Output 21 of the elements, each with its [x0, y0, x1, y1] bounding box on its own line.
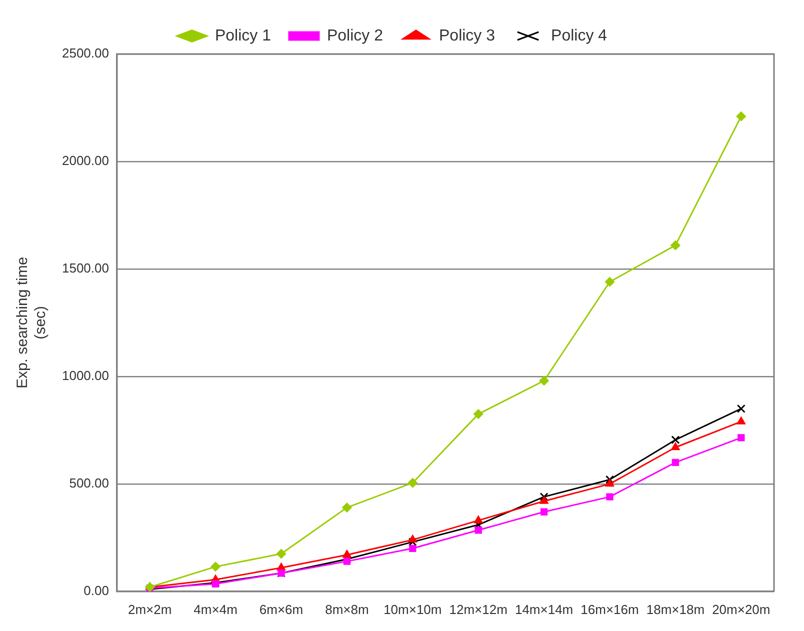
y-tick-label: 0.00 — [84, 582, 109, 598]
x-tick-label: 6m×6m — [259, 602, 304, 617]
y-tick-label: 1000.00 — [62, 368, 109, 384]
legend-label: Policy 2 — [326, 27, 384, 44]
x-tick-label: 4m×4m — [194, 602, 238, 617]
x-tick-label: 16m×16m — [580, 602, 639, 617]
legend-label: Policy 1 — [214, 27, 272, 44]
y-tick-label: 2500.00 — [62, 46, 109, 61]
y-tick-label: 1500.00 — [62, 260, 109, 276]
x-tick-label: 14m×14m — [514, 602, 574, 617]
x-tick-label: 2m×2m — [128, 602, 172, 617]
x-tick-label: 8m×8m — [325, 602, 369, 617]
y-tick-label: 500.00 — [69, 476, 109, 490]
x-tick-label: 18m×18m — [646, 602, 705, 617]
x-tick-label: 12m×12m — [449, 602, 508, 617]
x-tick-label: 10m×10m — [384, 602, 442, 617]
legend-label: Policy 4 — [551, 27, 608, 44]
y-tick-label: 2000.00 — [62, 153, 109, 168]
legend-label: Policy 3 — [439, 27, 496, 44]
x-tick-label: 20m×20m — [712, 602, 770, 617]
y-axis-title: Exp. searching time (sec) — [14, 256, 50, 389]
